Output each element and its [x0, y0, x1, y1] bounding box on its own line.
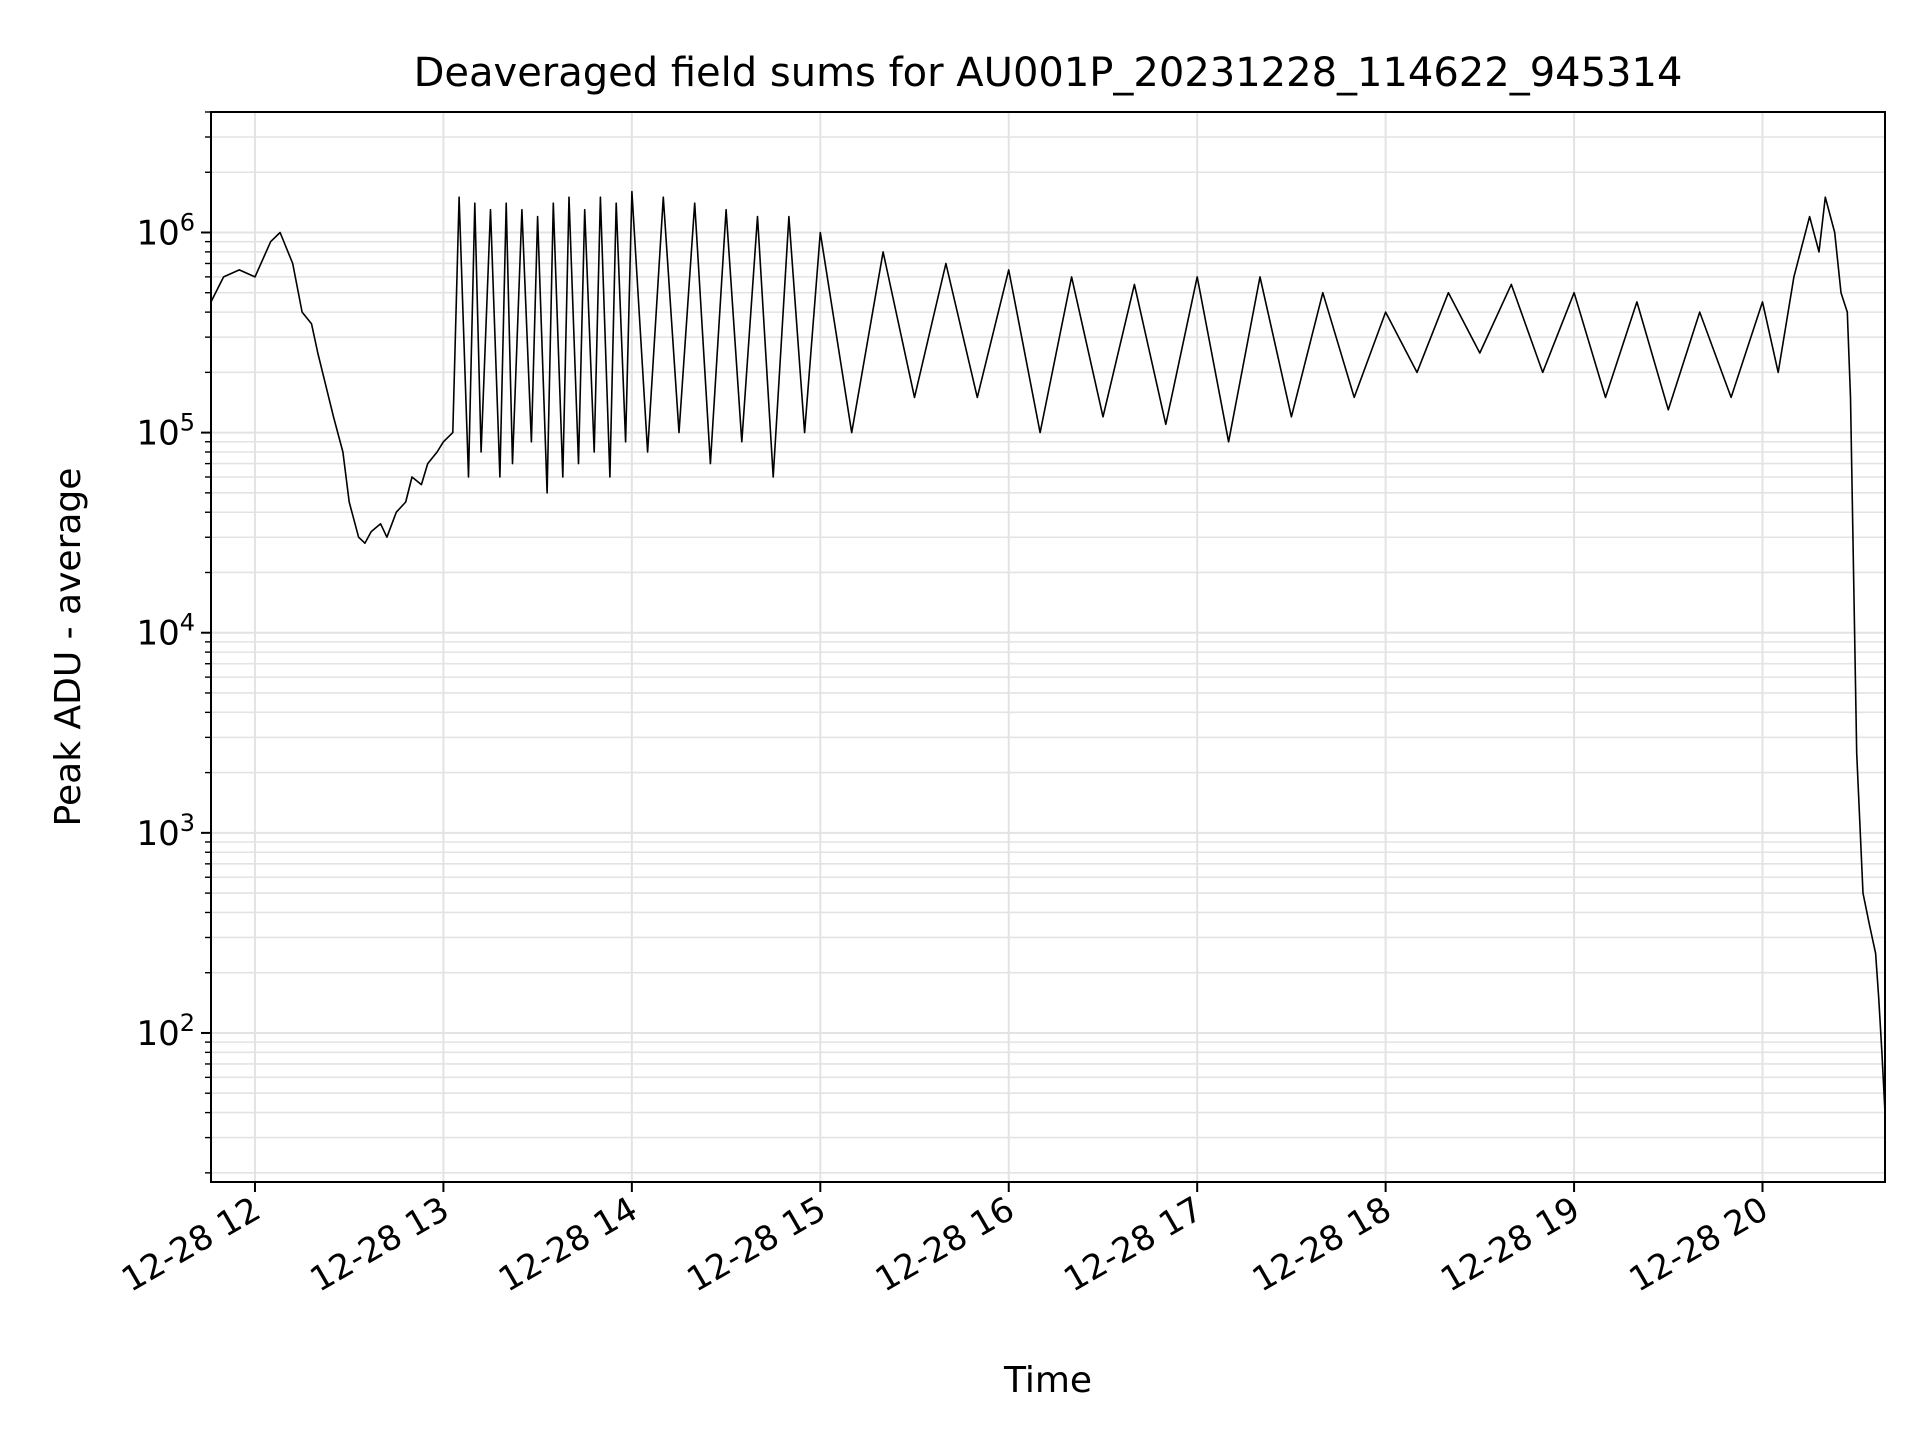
y-tick-label: 102 — [136, 1009, 195, 1054]
y-tick-label: 105 — [136, 409, 195, 454]
y-tick-label: 103 — [136, 809, 195, 854]
y-tick-label: 104 — [136, 609, 195, 654]
chart-title: Deaveraged field sums for AU001P_2023122… — [414, 50, 1683, 96]
y-axis-label: Peak ADU - average — [48, 468, 89, 827]
grid — [211, 111, 1885, 1182]
series-line — [210, 190, 1886, 1113]
y-axis: 102 103 104 105 106 — [136, 111, 211, 1174]
x-axis-label: Time — [1003, 1360, 1092, 1401]
axes-frame — [210, 111, 1886, 1183]
y-tick-label: 106 — [136, 208, 195, 253]
plot-area — [210, 190, 1886, 1113]
